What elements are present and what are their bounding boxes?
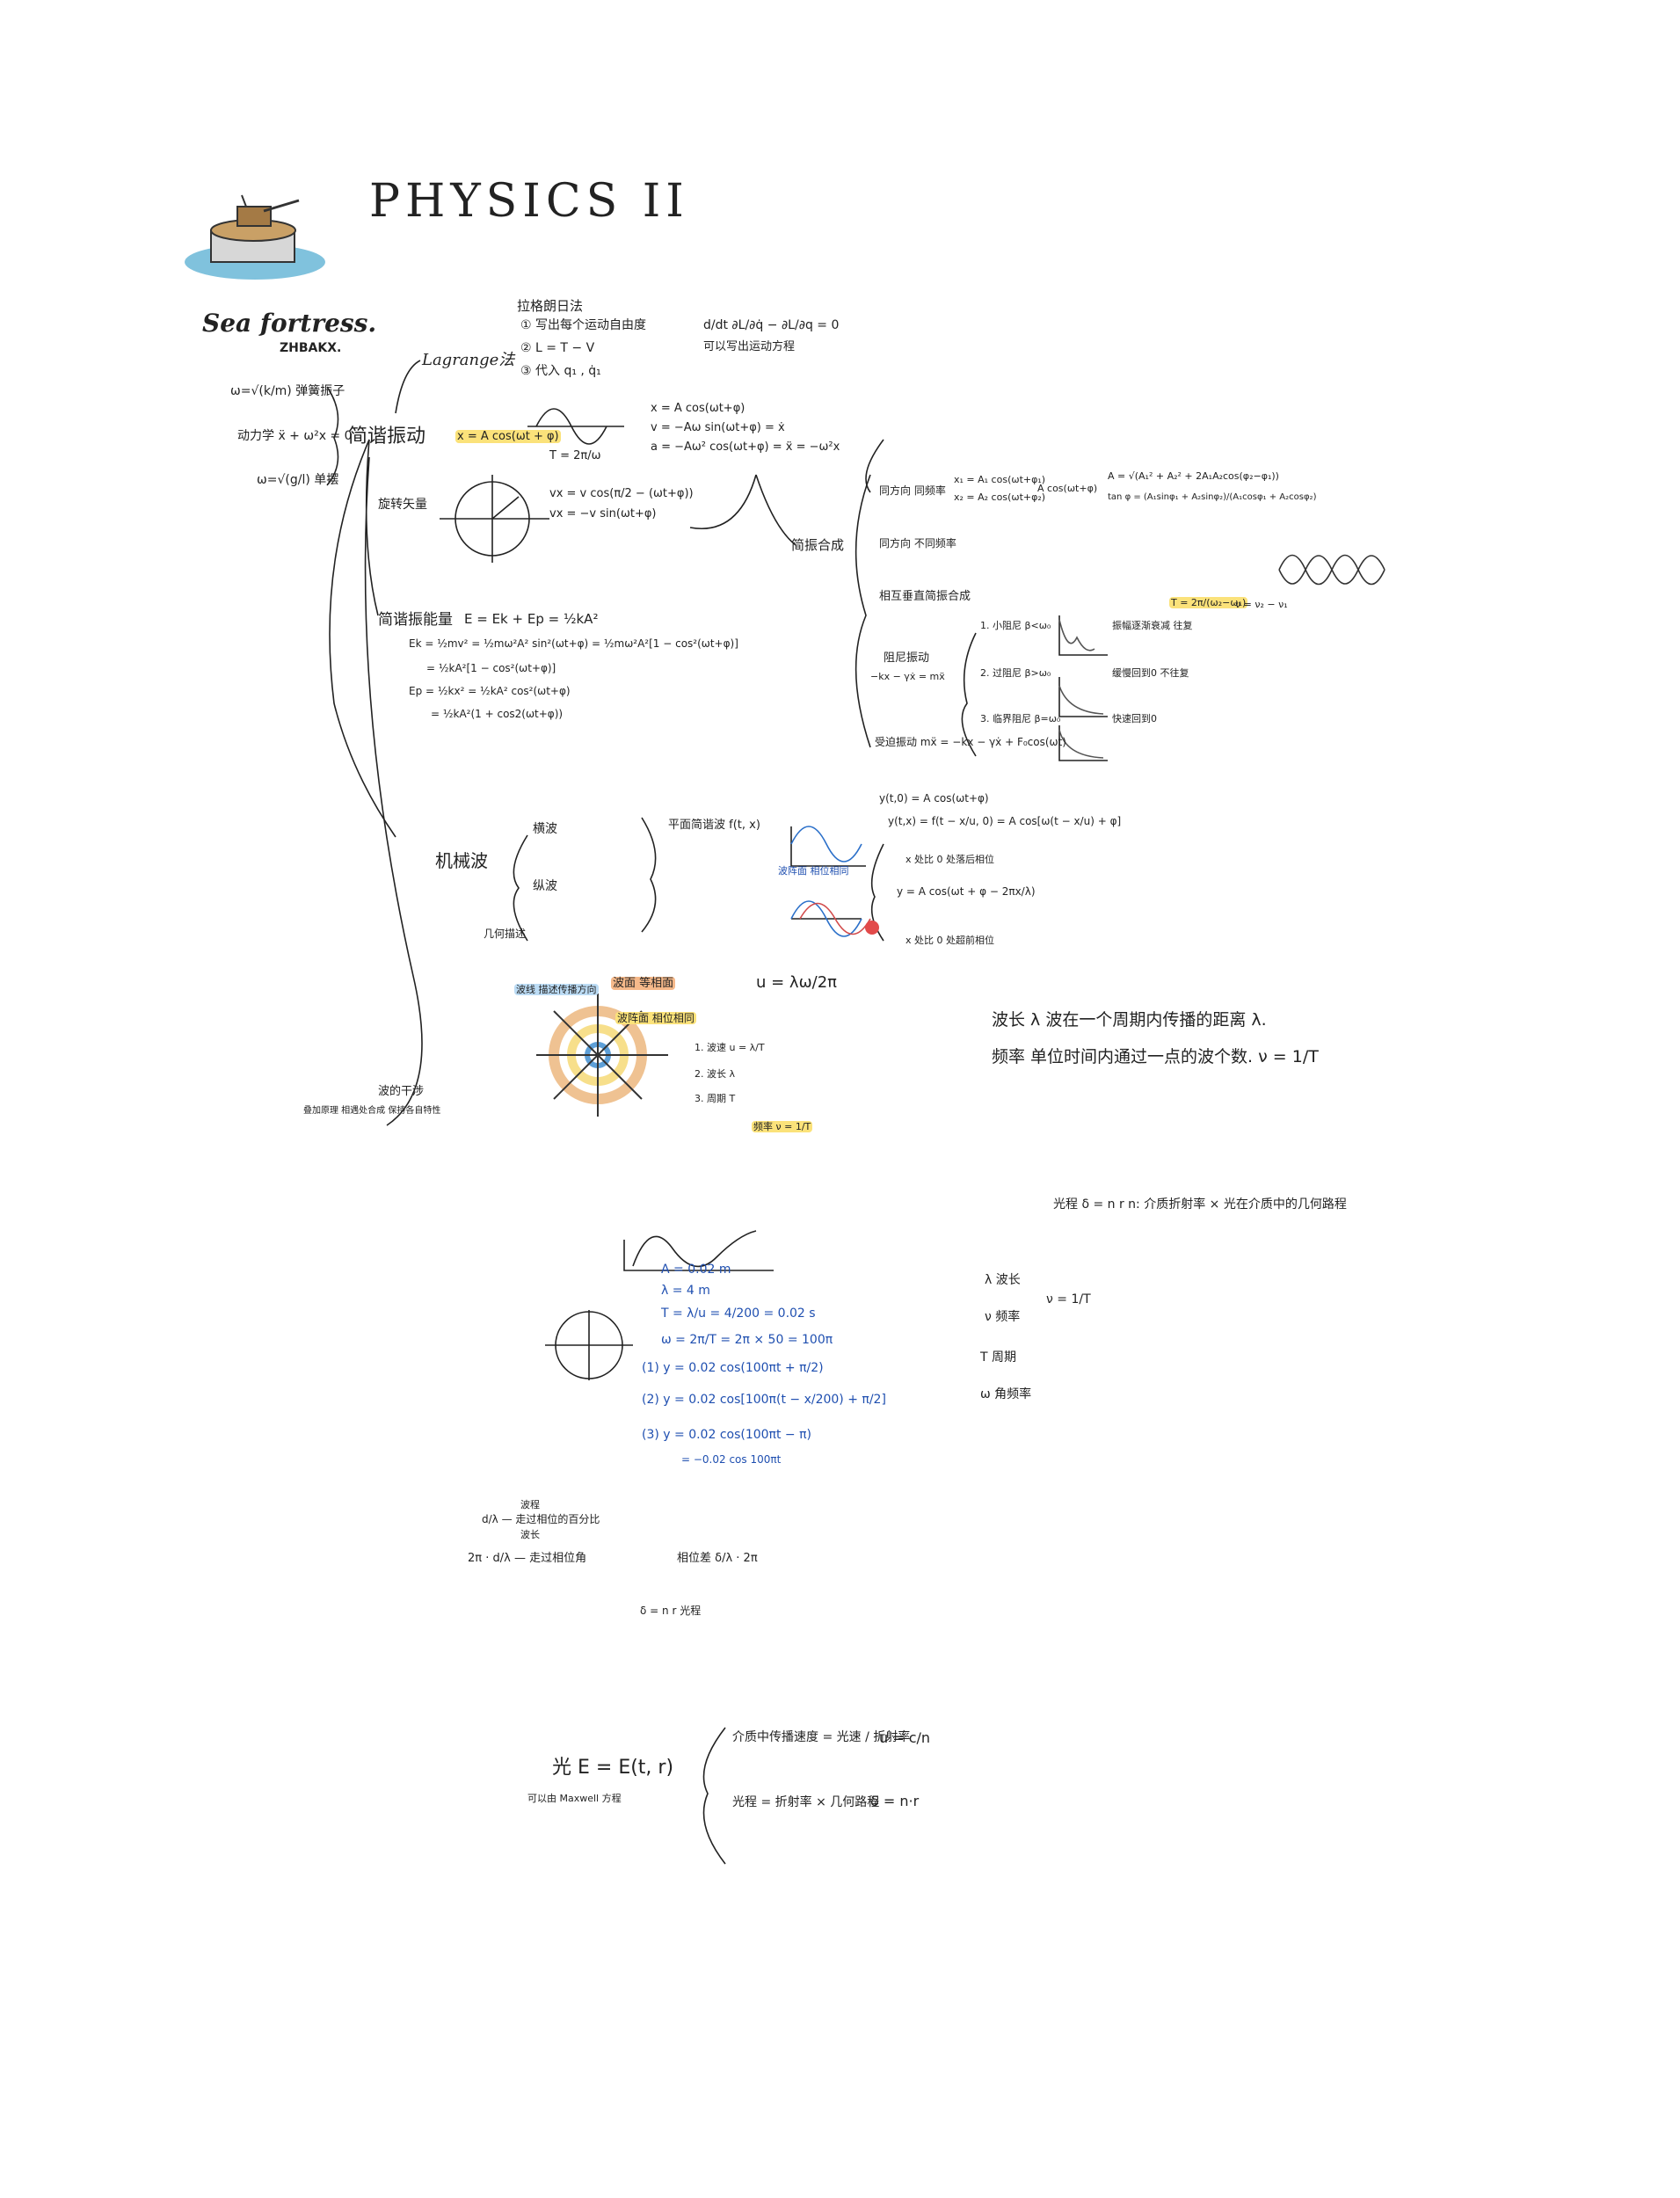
symbol-wavelength: λ 波长 xyxy=(985,1273,1021,1287)
wave-relation: u = λω/2π xyxy=(756,973,838,992)
symbol-angular: ω 角频率 xyxy=(980,1387,1032,1401)
wave-def-length: 2. 波长 λ xyxy=(695,1068,735,1080)
logo-author: ZHBAKX. xyxy=(280,341,342,355)
wave-eq-1: y(t,0) = A cos(ωt+φ) xyxy=(879,792,989,804)
shm-eq-a: a = −Aω² cos(ωt+φ) = ẍ = −ω²x xyxy=(651,440,840,454)
comp-same-eq-2: x₂ = A₂ cos(ωt+φ₂) xyxy=(954,491,1046,503)
example-line-4: ω = 2π/T = 2π × 50 = 100π xyxy=(661,1333,833,1347)
wave-type-longitudinal: 纵波 xyxy=(533,879,557,893)
damped-label: 阻尼振动 xyxy=(884,651,930,665)
symbol-relation: ν = 1/T xyxy=(1046,1292,1091,1306)
energy-ep-2: = ½kA²(1 + cos2(ωt+φ)) xyxy=(431,708,564,720)
symbol-frequency: ν 频率 xyxy=(985,1310,1021,1324)
example-line-8: = −0.02 cos 100πt xyxy=(681,1453,782,1466)
example-line-3: T = λ/u = 4/200 = 0.02 s xyxy=(661,1306,816,1321)
wave-type-transverse: 横波 xyxy=(533,822,557,836)
lagrange-step-1: ① 写出每个运动自由度 xyxy=(520,318,647,332)
wave-phase-same: 波阵面 相位相同 xyxy=(615,1012,696,1024)
lagrange-eq: d/dt ∂L/∂q̇ − ∂L/∂q = 0 xyxy=(703,318,840,332)
wave-interference: 波的干涉 xyxy=(378,1085,425,1098)
wave-note-3: x 处比 0 处超前相位 xyxy=(905,935,994,946)
damped-case-1: 1. 小阻尼 β<ω₀ xyxy=(980,620,1051,631)
shm-left-1: ω=√(k/m) 弹簧振子 xyxy=(230,384,345,398)
wave-def-period: 3. 周期 T xyxy=(695,1093,736,1104)
example-line-1: A = 0.02 m xyxy=(661,1263,731,1277)
energy-ek: Ek = ½mv² = ½mω²A² sin²(ωt+φ) = ½mω²A²[1… xyxy=(409,637,738,650)
shm-x-eq: x = A cos(ωt + φ) xyxy=(455,430,561,443)
shm-left-3: ω=√(g/l) 单摆 xyxy=(257,473,339,487)
lagrange-step-3: ③ 代入 q₁ , q̇₁ xyxy=(520,364,601,378)
phase-line-3: 相位差 δ/λ · 2π xyxy=(677,1552,758,1565)
page-title: PHYSICS II xyxy=(369,175,689,228)
comp-diff-freq: 同方向 不同频率 xyxy=(879,537,956,550)
phase-line-1: d/λ — 走过相位的百分比 xyxy=(482,1513,600,1525)
wavefront-surface: 波面 等相面 xyxy=(611,977,676,990)
light-lhs: 光 E = E(t, r) xyxy=(552,1757,674,1779)
rot-eq-1: vx = v cos(π/2 − (ωt+φ)) xyxy=(549,487,694,500)
damped-eq: −kx − γẋ = mẍ xyxy=(870,671,945,682)
comp-same-eq-1: x₁ = A₁ cos(ωt+φ₁) xyxy=(954,474,1046,485)
rot-eq-2: vx = −v sin(ωt+φ) xyxy=(549,507,657,520)
logo-name: Sea fortress. xyxy=(202,309,377,338)
optical-path: 光程 δ = n r n: 介质折射率 × 光在介质中的几何路程 xyxy=(1053,1197,1347,1212)
definition-frequency: 频率 单位时间内通过一点的波个数. ν = 1/T xyxy=(992,1047,1319,1066)
wavefront-line: 波线 描述传播方向 xyxy=(514,984,599,995)
symbol-period: T 周期 xyxy=(980,1350,1017,1365)
shm-eq-x: x = A cos(ωt+φ) xyxy=(651,402,745,415)
energy-total: E = Ek + Ep = ½kA² xyxy=(464,611,599,627)
lagrange-label: Lagrange法 xyxy=(422,351,515,369)
lagrange-header: 拉格朗日法 xyxy=(517,298,584,314)
comp-amplitude: A = √(A₁² + A₂² + 2A₁A₂cos(φ₂−φ₁)) xyxy=(1108,470,1279,482)
definition-wavelength: 波长 λ 波在一个周期内传播的距离 λ. xyxy=(992,1010,1267,1030)
example-line-5: (1) y = 0.02 cos(100πt + π/2) xyxy=(642,1361,824,1375)
light-path-eq: δ = n·r xyxy=(870,1793,920,1809)
sea-fortress-logo xyxy=(185,194,325,280)
energy-ek-2: = ½kA²[1 − cos²(ωt+φ)] xyxy=(426,662,556,674)
lagrange-step-2: ② L = T − V xyxy=(520,341,595,355)
energy-label: 简谐振能量 xyxy=(378,611,453,629)
comp-tanphi: tan φ = (A₁sinφ₁ + A₂sinφ₂)/(A₁cosφ₁ + A… xyxy=(1108,492,1317,502)
example-line-2: λ = 4 m xyxy=(661,1284,710,1298)
damped-case-2: 2. 过阻尼 β>ω₀ xyxy=(980,667,1051,679)
example-line-7: (3) y = 0.02 cos(100πt − π) xyxy=(642,1428,811,1442)
wave-interference-note: 叠加原理 相遇处合成 保持各自特性 xyxy=(303,1106,441,1116)
shm-eq-v: v = −Aω sin(ωt+φ) = ẋ xyxy=(651,421,785,434)
light-maxwell: 可以由 Maxwell 方程 xyxy=(527,1793,622,1804)
wave-eq-2: y(t,x) = f(t − x/u, 0) = A cos[ω(t − x/u… xyxy=(888,815,1122,827)
shm-left-2: 动力学 ẍ + ω²x = 0 xyxy=(237,429,353,443)
comp-same-result: A cos(ωt+φ) xyxy=(1037,483,1098,494)
light-speed: 介质中传播速度 = 光速 / 折射率 xyxy=(732,1730,911,1744)
wave-geo: 几何描述 xyxy=(484,928,527,940)
damped-note-2: 缓慢回到0 不往复 xyxy=(1112,667,1189,679)
wave-def-freq: 频率 ν = 1/T xyxy=(752,1121,813,1132)
shm-period: T = 2π/ω xyxy=(549,449,601,462)
wave-def-speed: 1. 波速 u = λ/T xyxy=(695,1042,765,1053)
wave-note-2: 波阵面 相位相同 xyxy=(778,865,849,877)
wave-note-1: x 处比 0 处落后相位 xyxy=(905,854,994,865)
wave-plane: 平面简谐波 f(t, x) xyxy=(668,819,760,832)
damped-note-3: 快速回到0 xyxy=(1112,713,1157,724)
rotvec-label: 旋转矢量 xyxy=(378,498,427,512)
shm-label: 简谐振动 xyxy=(348,426,426,448)
light-path: 光程 = 折射率 × 几何路程 xyxy=(732,1795,880,1809)
forced-eq: 受迫振动 mẍ = −kx − γẋ + F₀cos(ωt) xyxy=(875,736,1066,748)
comp-same-dir: 同方向 同频率 xyxy=(879,484,946,497)
composition-label: 简振合成 xyxy=(791,537,845,553)
wave-eq-3: y = A cos(ωt + φ − 2πx/λ) xyxy=(897,885,1036,898)
example-line-6: (2) y = 0.02 cos[100π(t − x/200) + π/2] xyxy=(642,1393,886,1407)
phase-line-2: 2π · d/λ — 走过相位角 xyxy=(468,1552,587,1565)
energy-ep: Ep = ½kx² = ½kA² cos²(ωt+φ) xyxy=(409,685,571,697)
wave-label: 机械波 xyxy=(435,850,488,871)
lagrange-note: 可以写出运动方程 xyxy=(703,340,796,353)
comp-beat-freq: ν = ν₂ − ν₁ xyxy=(1235,599,1288,610)
damped-case-3: 3. 临界阻尼 β=ω₀ xyxy=(980,713,1061,724)
comp-beat-period: T = 2π/(ω₂−ω₁) xyxy=(1169,597,1248,608)
damped-note-1: 振幅逐渐衰减 往复 xyxy=(1112,620,1193,631)
comp-perp: 相互垂直简振合成 xyxy=(879,590,971,603)
phase-line-4: δ = n r 光程 xyxy=(640,1605,702,1617)
phase-top-2: 波长 xyxy=(520,1529,540,1540)
light-speed-eq: u = c/n xyxy=(879,1729,931,1746)
phase-top-1: 波程 xyxy=(520,1499,540,1510)
